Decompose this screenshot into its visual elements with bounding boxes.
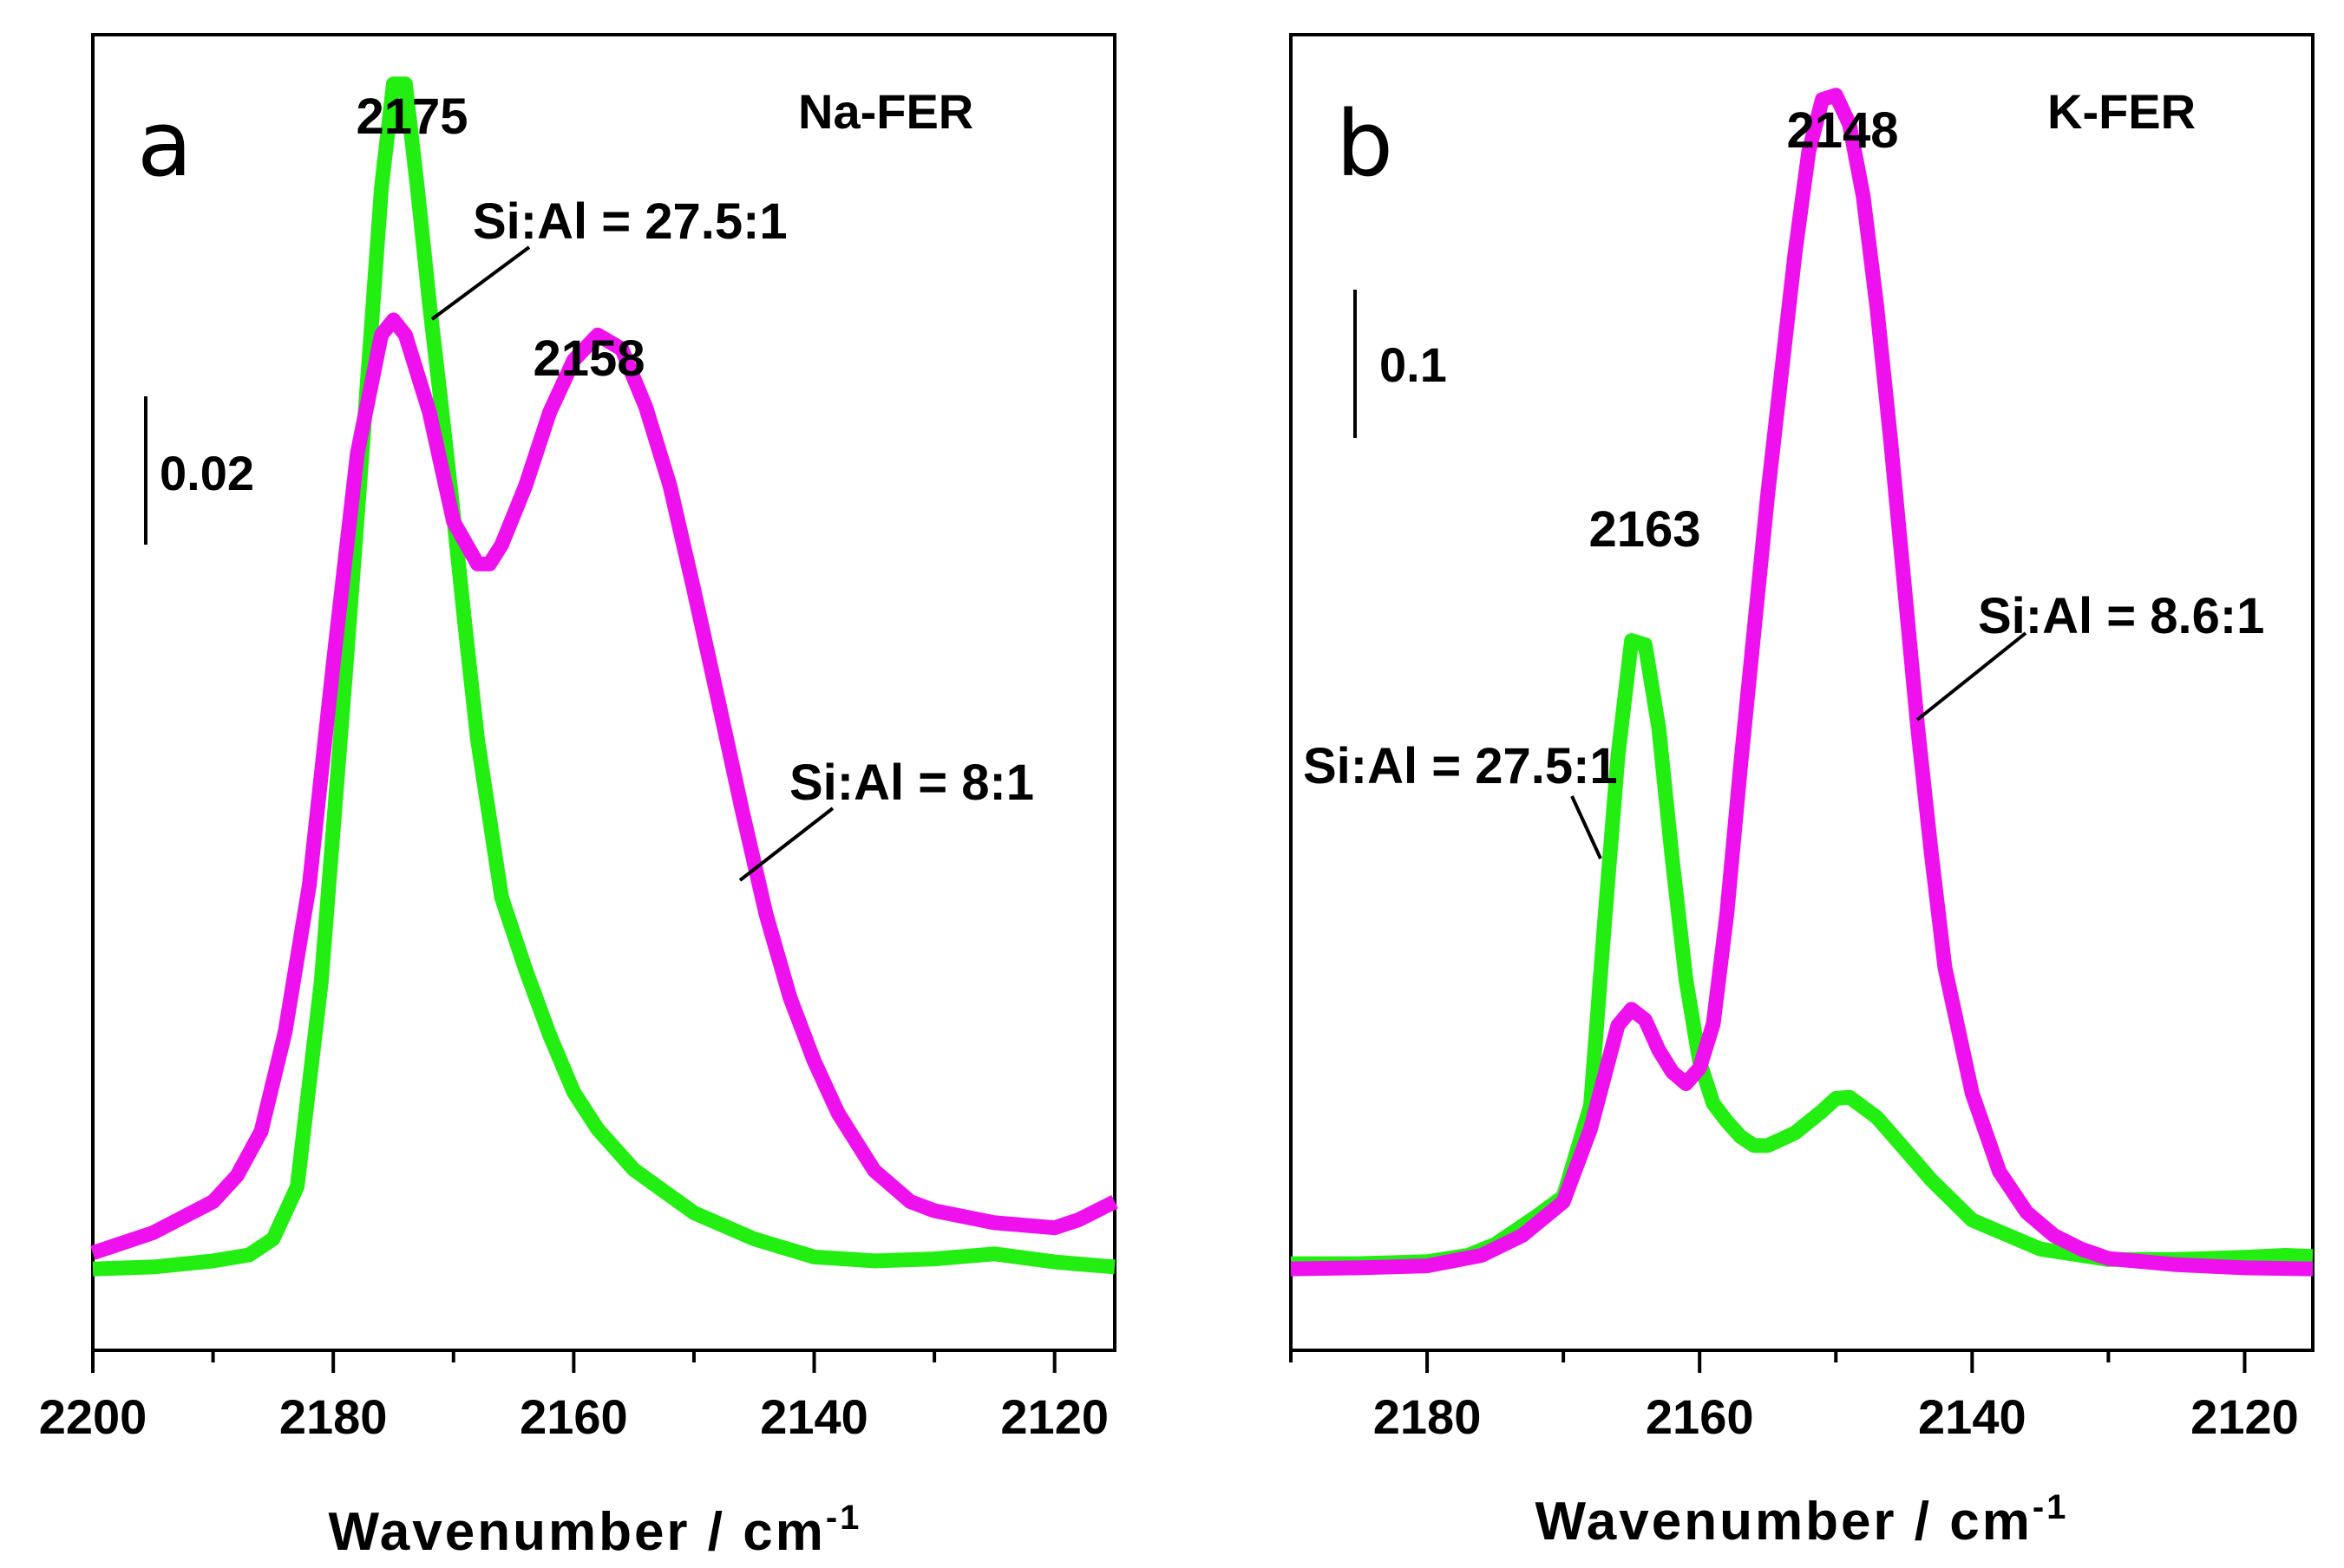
panel-b-annotation-8-6: Si:Al = 8.6:1 (1978, 588, 2264, 644)
panel-b-annotation-27-5: Si:Al = 27.5:1 (1303, 738, 1618, 794)
panel-a-leader-line-8 (738, 807, 835, 882)
panel-b-leader-line-8-6 (1915, 631, 2027, 722)
panel-b-sample-label: K-FER (2047, 84, 2196, 139)
panel-a-tick-labels: 2200 2180 2160 2140 2120 (39, 1389, 1109, 1444)
x-tick-label-2140: 2140 (1918, 1389, 2026, 1444)
panel-b-letter: b (1336, 91, 1393, 197)
panel-b-curves (1290, 88, 2314, 1277)
x-tick-label-2180: 2180 (1373, 1389, 1482, 1444)
panel-a-letter: a (137, 91, 193, 197)
x-tick-label-2120: 2120 (1000, 1389, 1109, 1444)
panel-b-scale-bar-label: 0.1 (1379, 337, 1447, 392)
panel-a-annotation-27-5: Si:Al = 27.5:1 (473, 193, 788, 250)
series-line-si-al-27-5-1 (92, 76, 1116, 1277)
series-line-si-al-27-5-1 (1291, 633, 2314, 1271)
series-line-si-al-8-1 (90, 312, 1118, 1260)
panel-b-x-axis-title: Wavenumber / cm-1 (1535, 1488, 2069, 1552)
panel-a-x-axis-title-superscript: -1 (826, 1499, 862, 1537)
x-tick-label-2200: 2200 (39, 1389, 147, 1444)
panel-b-peak-label-2163: 2163 (1588, 501, 1700, 558)
x-tick-label-2160: 2160 (520, 1389, 628, 1444)
panel-a-x-axis-title: Wavenumber / cm-1 (329, 1499, 862, 1562)
series-line-si-al-8-6-1 (1290, 88, 2314, 1277)
panel-a: 2200 2180 2160 2140 2120 a Na-FER 0.02 2175 … (39, 33, 1118, 1562)
panel-b-ticks (1289, 1350, 2247, 1373)
panel-b-x-axis-title-text: Wavenumber / cm (1535, 1492, 2033, 1552)
panel-a-peak-label-2175: 2175 (356, 88, 468, 145)
panel-b-frame (1289, 33, 2315, 1352)
panel-a-ticks (91, 1350, 1057, 1373)
panel-a-frame (91, 33, 1116, 1352)
panel-a-x-axis-title-text: Wavenumber / cm (329, 1502, 826, 1562)
panel-a-sample-label: Na-FER (798, 84, 973, 139)
panel-b-peak-label-2148: 2148 (1786, 102, 1898, 159)
panel-a-scale-bar-label: 0.02 (160, 446, 254, 500)
panel-a-peak-label-2158: 2158 (533, 330, 645, 387)
panel-a-annotation-8: Si:Al = 8:1 (789, 755, 1034, 811)
x-tick-label-2160: 2160 (1646, 1389, 1754, 1444)
panel-b-leader-line-27-5 (1570, 795, 1602, 859)
panel-b-tick-labels: 2180 2160 2140 2120 (1373, 1389, 2299, 1444)
panel-b-x-axis-title-superscript: -1 (2033, 1488, 2069, 1526)
x-tick-label-2140: 2140 (760, 1389, 868, 1444)
panel-a-leader-line-27-5 (430, 245, 531, 321)
panel-a-curves (90, 76, 1118, 1277)
x-tick-label-2180: 2180 (279, 1389, 388, 1444)
x-tick-label-2120: 2120 (2190, 1389, 2299, 1444)
panel-b: 2180 2160 2140 2120 b K-FER 0.1 2163 2148 S… (1289, 33, 2315, 1552)
